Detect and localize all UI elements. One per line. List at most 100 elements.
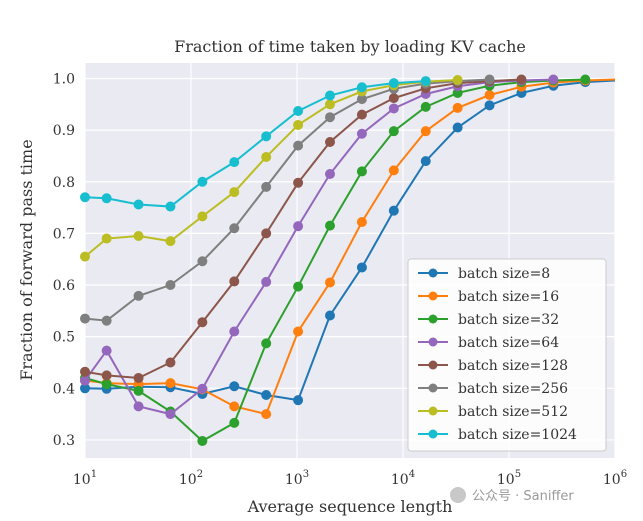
legend-item: batch size=64 xyxy=(418,335,559,351)
x-tick-exponent: 6 xyxy=(621,469,627,480)
watermark-text: 公众号 · Saniffer xyxy=(472,489,574,504)
data-point xyxy=(293,221,304,232)
data-point xyxy=(356,166,367,177)
data-point xyxy=(165,201,176,212)
data-point xyxy=(388,165,399,176)
legend-item: batch size=512 xyxy=(418,404,568,420)
legend-marker xyxy=(428,383,438,393)
x-tick-exponent: 5 xyxy=(515,469,521,480)
data-point xyxy=(165,236,176,247)
y-tick-label: 0.6 xyxy=(53,278,75,294)
data-point xyxy=(80,192,90,203)
data-point xyxy=(388,126,399,137)
x-tick-exponent: 4 xyxy=(409,469,415,480)
data-point xyxy=(261,409,272,420)
data-point xyxy=(420,156,431,167)
data-point xyxy=(388,103,399,114)
data-point xyxy=(293,140,304,151)
data-point xyxy=(452,122,463,133)
data-point xyxy=(452,102,463,113)
data-point xyxy=(356,262,367,273)
legend-label: batch size=64 xyxy=(458,335,559,351)
data-point xyxy=(293,281,304,292)
data-point xyxy=(261,151,272,162)
data-point xyxy=(165,409,176,420)
data-point xyxy=(420,76,431,87)
data-point xyxy=(325,277,336,288)
data-point xyxy=(452,75,463,86)
data-point xyxy=(516,74,527,85)
data-point xyxy=(197,317,208,328)
data-point xyxy=(229,326,240,337)
data-point xyxy=(325,220,336,231)
x-tick-label: 105 xyxy=(497,469,521,488)
x-tick-base: 10 xyxy=(497,472,515,488)
data-point xyxy=(80,251,90,262)
x-tick-label: 106 xyxy=(603,469,627,488)
legend-marker xyxy=(428,291,438,301)
legend-label: batch size=8 xyxy=(458,266,550,282)
data-point xyxy=(197,256,208,267)
data-point xyxy=(261,181,272,192)
data-point xyxy=(580,74,591,85)
x-tick-label: 103 xyxy=(285,469,309,488)
data-point xyxy=(229,417,240,428)
data-point xyxy=(293,395,304,406)
x-tick-exponent: 3 xyxy=(303,469,309,480)
series-line xyxy=(84,79,616,402)
legend-item: batch size=8 xyxy=(418,266,550,282)
data-point xyxy=(484,74,495,85)
y-tick-label: 0.3 xyxy=(53,433,75,449)
data-point xyxy=(356,82,367,93)
data-point xyxy=(356,109,367,120)
legend-marker xyxy=(428,406,438,416)
data-point xyxy=(197,211,208,222)
legend-marker xyxy=(428,360,438,370)
legend-item: batch size=256 xyxy=(418,381,568,397)
x-tick-base: 10 xyxy=(73,472,91,488)
data-point xyxy=(229,223,240,234)
data-point xyxy=(101,315,112,326)
data-point xyxy=(165,357,176,368)
data-point xyxy=(325,99,336,110)
data-point xyxy=(420,126,431,137)
data-point xyxy=(133,199,144,210)
legend-item: batch size=128 xyxy=(418,358,568,374)
legend-item: batch size=1024 xyxy=(418,427,577,443)
series-line xyxy=(84,80,426,208)
data-point xyxy=(101,379,112,390)
x-tick-label: 104 xyxy=(391,469,415,488)
data-point xyxy=(197,383,208,394)
data-point xyxy=(197,435,208,446)
series-line xyxy=(84,78,490,322)
y-tick-label: 1.0 xyxy=(53,71,75,87)
series-line xyxy=(84,78,554,416)
x-tick-base: 10 xyxy=(603,472,621,488)
legend-box xyxy=(407,258,607,452)
data-point xyxy=(261,338,272,349)
data-point xyxy=(80,313,90,324)
x-axis-label: Average sequence length xyxy=(247,497,453,516)
watermark: 公众号 · Saniffer xyxy=(450,487,574,504)
data-point xyxy=(484,90,495,101)
series-5 xyxy=(80,74,527,383)
data-point xyxy=(133,401,144,412)
data-point xyxy=(325,310,336,321)
data-point xyxy=(133,290,144,301)
legend-marker xyxy=(428,314,438,324)
x-tick-base: 10 xyxy=(179,472,197,488)
legend-label: batch size=128 xyxy=(458,358,568,374)
x-tick-label: 102 xyxy=(179,469,203,488)
data-point xyxy=(229,401,240,412)
data-point xyxy=(229,276,240,287)
data-point xyxy=(261,390,272,401)
legend-label: batch size=256 xyxy=(458,381,568,397)
wechat-icon xyxy=(450,487,466,503)
data-point xyxy=(325,112,336,123)
data-point xyxy=(80,366,90,377)
data-point xyxy=(133,372,144,383)
data-point xyxy=(229,157,240,168)
y-tick-labels: 0.3 0.4 0.5 0.6 0.7 0.8 0.9 1.0 xyxy=(53,71,75,448)
data-point xyxy=(261,276,272,287)
